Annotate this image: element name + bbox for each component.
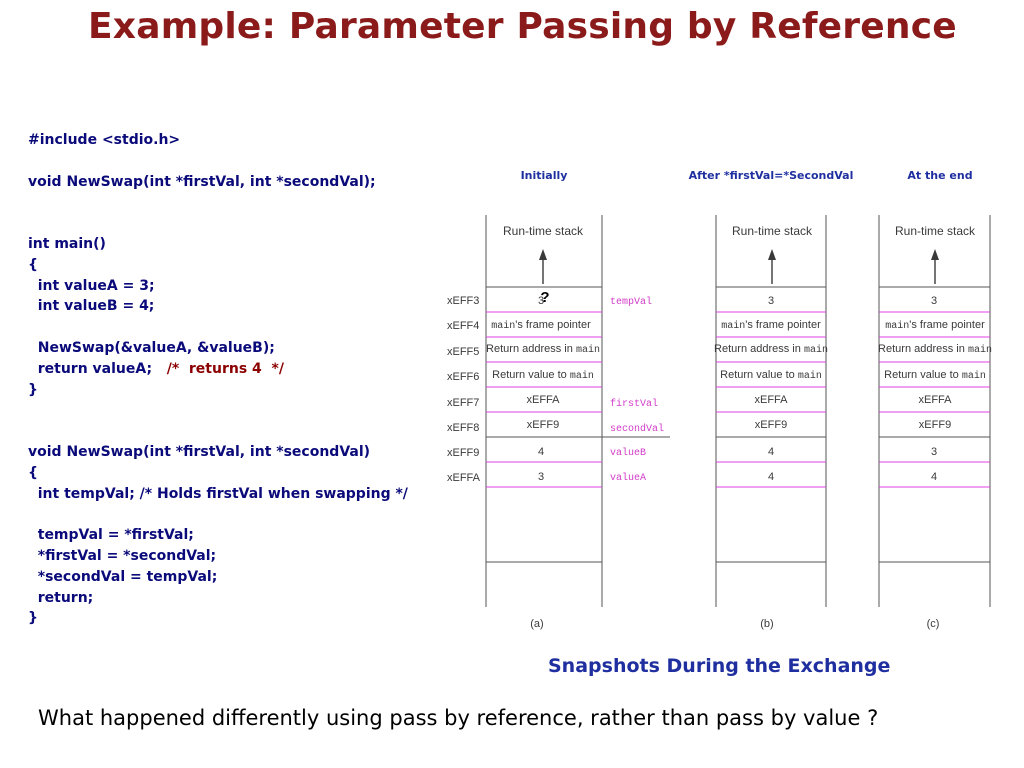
var-label-valueb: valueB	[610, 447, 646, 459]
cell-firstval: xEFFA	[526, 394, 560, 406]
code-line: void NewSwap(int *firstVal, int *secondV…	[28, 173, 376, 190]
var-label-valuea: valueA	[610, 472, 646, 484]
var-label-secondval: secondVal	[610, 423, 664, 435]
code-line: int main()	[28, 235, 106, 252]
code-line-blank	[28, 400, 408, 421]
slide-title: Example: Parameter Passing by Reference	[88, 6, 957, 47]
cell-return-address: Return address in main	[714, 343, 828, 356]
discussion-question: What happened differently using pass by …	[38, 706, 879, 730]
cell-firstval: xEFFA	[918, 394, 952, 406]
runtime-stack-label: Run-time stack	[895, 224, 976, 238]
cell-secondval: xEFF9	[527, 419, 559, 431]
code-line: #include <stdio.h>	[28, 132, 181, 148]
stack-column-a: Run-time stack 3 ? main's frame pointer …	[485, 215, 670, 630]
sublabel-c: (c)	[927, 618, 940, 630]
sublabel-b: (b)	[760, 618, 773, 630]
var-label-firstval: firstVal	[610, 398, 658, 410]
code-line-blank	[28, 504, 408, 525]
code-line: }	[28, 381, 38, 398]
heading-at-end: At the end	[907, 169, 972, 182]
address-label: xEFF3	[447, 295, 479, 307]
address-label: xEFF9	[447, 447, 479, 459]
address-label: xEFF5	[447, 346, 479, 358]
address-label: xEFF8	[447, 422, 479, 434]
code-line: *firstVal = *secondVal;	[28, 547, 217, 564]
cell-secondval: xEFF9	[755, 419, 787, 431]
runtime-stack-label: Run-time stack	[503, 224, 584, 238]
up-arrow-icon	[768, 249, 776, 284]
address-label: xEFF7	[447, 397, 479, 409]
cell-valueb: 3	[931, 446, 937, 458]
code-comment: /* returns 4 */	[166, 360, 284, 377]
question-mark: ?	[540, 289, 549, 306]
cell-return-value: Return value to main	[884, 369, 986, 382]
code-line: *secondVal = tempVal;	[28, 568, 218, 585]
code-line-return: return valueA; /* returns 4 */	[28, 359, 408, 380]
stack-column-b: Run-time stack 3 main's frame pointer Re…	[714, 215, 828, 630]
cell-frame-pointer: main's frame pointer	[885, 319, 985, 332]
diagram-caption: Snapshots During the Exchange	[548, 655, 891, 677]
code-line: }	[28, 610, 38, 627]
stack-diagram: Initially After *firstVal=*SecondVal At …	[447, 169, 992, 630]
heading-initially: Initially	[521, 169, 568, 182]
cell-tempval: 3	[538, 295, 544, 307]
address-label: xEFF6	[447, 371, 479, 383]
code-line: tempVal = *firstVal;	[28, 527, 194, 544]
code-line-blank	[28, 421, 408, 442]
code-line: int tempVal; /* Holds firstVal when swap…	[28, 485, 408, 502]
heading-after-assignment: After *firstVal=*SecondVal	[689, 169, 854, 182]
cell-return-value: Return value to main	[720, 369, 822, 382]
cell-return-address: Return address in main	[486, 343, 600, 356]
cell-return-address: Return address in main	[878, 343, 992, 356]
code-line: {	[28, 256, 38, 273]
cell-frame-pointer: main's frame pointer	[721, 319, 821, 332]
cell-secondval: xEFF9	[919, 419, 951, 431]
cell-tempval: 3	[931, 295, 937, 307]
code-listing: #include <stdio.h> void NewSwap(int *fir…	[28, 130, 408, 629]
cell-firstval: xEFFA	[754, 394, 788, 406]
cell-valuea: 4	[931, 471, 937, 483]
cell-valueb: 4	[538, 446, 544, 458]
up-arrow-icon	[539, 249, 547, 284]
code-line-blank	[28, 213, 408, 234]
var-label-tempval: tempVal	[610, 296, 652, 308]
cell-valuea: 3	[538, 471, 544, 483]
code-line: int valueB = 4;	[28, 298, 155, 315]
code-line: {	[28, 464, 38, 481]
address-label: xEFF4	[447, 320, 479, 332]
sublabel-a: (a)	[530, 618, 543, 630]
code-line-blank	[28, 192, 408, 213]
code-line-blank	[28, 151, 408, 172]
code-line: NewSwap(&valueA, &valueB);	[28, 339, 275, 356]
cell-tempval: 3	[768, 295, 774, 307]
code-line: int valueA = 3;	[28, 277, 155, 294]
address-label: xEFFA	[447, 472, 481, 484]
code-line: return;	[28, 589, 94, 606]
cell-valuea: 4	[768, 471, 774, 483]
cell-valueb: 4	[768, 446, 774, 458]
cell-frame-pointer: main's frame pointer	[491, 319, 591, 332]
stack-column-c: Run-time stack 3 main's frame pointer Re…	[878, 215, 992, 630]
code-line: void NewSwap(int *firstVal, int *secondV…	[28, 443, 371, 460]
code-line-blank	[28, 317, 408, 338]
up-arrow-icon	[931, 249, 939, 284]
runtime-stack-label: Run-time stack	[732, 224, 813, 238]
code-text: return valueA;	[28, 360, 167, 377]
cell-return-value: Return value to main	[492, 369, 594, 382]
